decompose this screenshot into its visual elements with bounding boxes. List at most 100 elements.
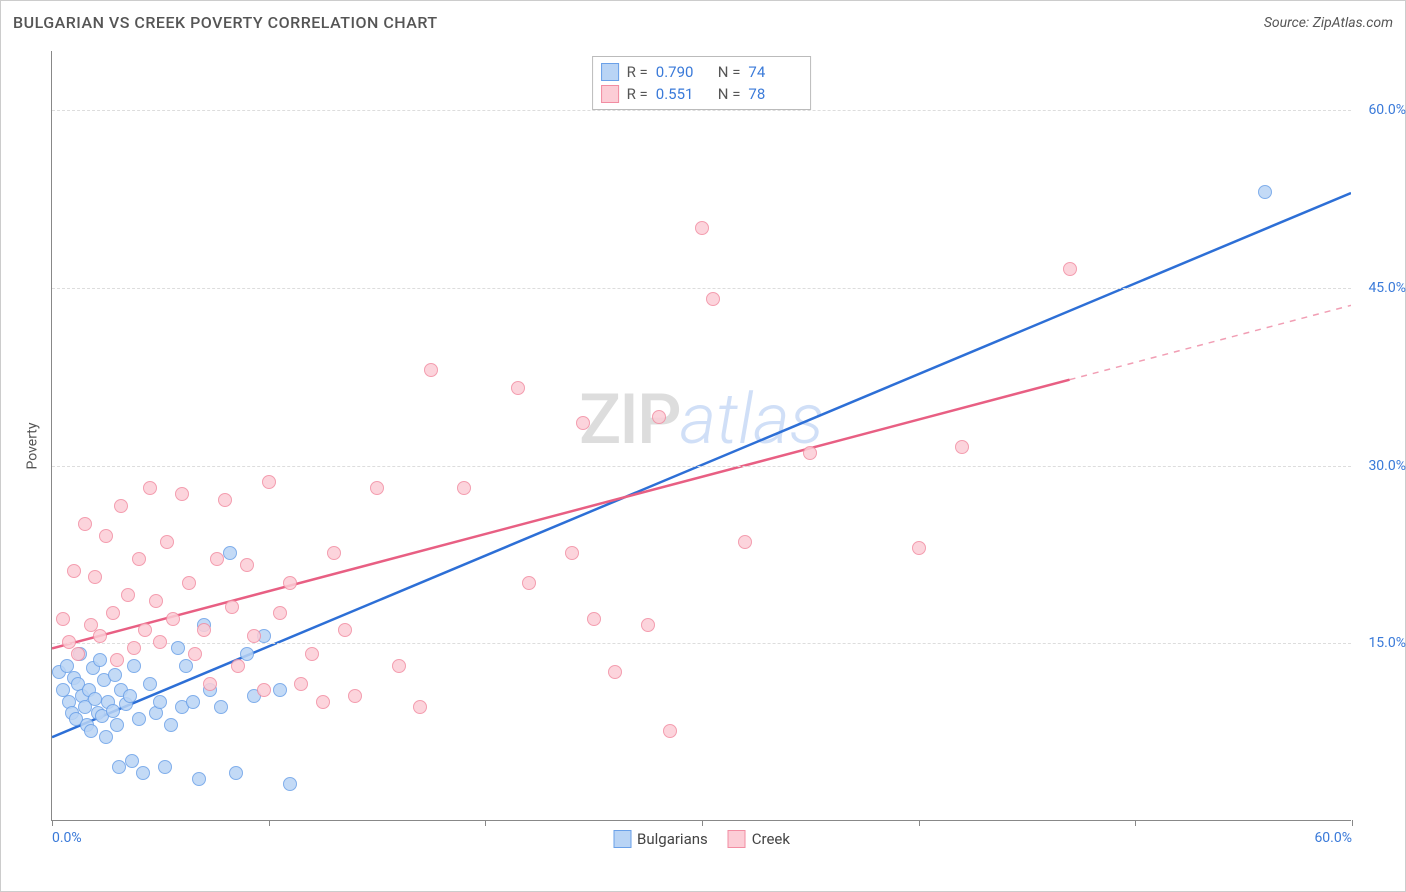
marker-creek	[283, 576, 297, 590]
marker-creek	[188, 647, 202, 661]
marker-creek	[565, 546, 579, 560]
marker-bulgarians	[88, 692, 102, 706]
legend-item-creek: Creek	[728, 830, 790, 848]
marker-creek	[78, 517, 92, 531]
gridline	[52, 110, 1351, 111]
source-label: Source: ZipAtlas.com	[1264, 15, 1393, 31]
marker-creek	[93, 629, 107, 643]
marker-creek	[143, 481, 157, 495]
marker-creek	[294, 677, 308, 691]
marker-bulgarians	[127, 659, 141, 673]
marker-bulgarians	[1258, 185, 1272, 199]
marker-creek	[912, 541, 926, 555]
marker-creek	[413, 700, 427, 714]
marker-creek	[153, 635, 167, 649]
marker-creek	[338, 623, 352, 637]
ytick-label: 60.0%	[1368, 102, 1406, 118]
marker-creek	[225, 600, 239, 614]
marker-bulgarians	[229, 766, 243, 780]
marker-creek	[652, 410, 666, 424]
n-label: N =	[718, 63, 741, 81]
marker-creek	[695, 221, 709, 235]
plot-area: ZIPatlas R = 0.790 N = 74 R = 0.551 N = …	[51, 51, 1351, 821]
marker-creek	[424, 363, 438, 377]
marker-bulgarians	[171, 641, 185, 655]
marker-creek	[273, 606, 287, 620]
marker-bulgarians	[110, 718, 124, 732]
r-label: R =	[627, 63, 648, 81]
marker-creek	[110, 653, 124, 667]
legend-label: Bulgarians	[637, 830, 708, 848]
chart-container: BULGARIAN VS CREEK POVERTY CORRELATION C…	[0, 0, 1406, 892]
chart-title: BULGARIAN VS CREEK POVERTY CORRELATION C…	[13, 13, 438, 32]
marker-creek	[67, 564, 81, 578]
marker-bulgarians	[106, 704, 120, 718]
ytick-label: 45.0%	[1368, 280, 1406, 296]
marker-bulgarians	[136, 766, 150, 780]
marker-bulgarians	[186, 695, 200, 709]
legend-item-bulgarians: Bulgarians	[613, 830, 708, 848]
marker-creek	[132, 552, 146, 566]
gridline	[52, 466, 1351, 467]
marker-creek	[955, 440, 969, 454]
marker-bulgarians	[108, 668, 122, 682]
xtick-label: 60.0%	[1314, 830, 1352, 846]
marker-creek	[663, 724, 677, 738]
marker-bulgarians	[164, 718, 178, 732]
marker-creek	[392, 659, 406, 673]
marker-creek	[511, 381, 525, 395]
marker-creek	[803, 446, 817, 460]
marker-bulgarians	[123, 689, 137, 703]
marker-bulgarians	[283, 777, 297, 791]
n-value: 74	[748, 63, 802, 81]
marker-creek	[240, 558, 254, 572]
marker-creek	[231, 659, 245, 673]
marker-bulgarians	[112, 760, 126, 774]
marker-creek	[316, 695, 330, 709]
marker-creek	[160, 535, 174, 549]
xtick	[269, 820, 270, 826]
r-value: 0.551	[656, 85, 710, 103]
xtick	[702, 820, 703, 826]
marker-creek	[370, 481, 384, 495]
marker-creek	[247, 629, 261, 643]
marker-creek	[166, 612, 180, 626]
trend-lines-svg	[52, 51, 1351, 820]
marker-creek	[106, 606, 120, 620]
marker-creek	[88, 570, 102, 584]
marker-creek	[175, 487, 189, 501]
marker-creek	[641, 618, 655, 632]
marker-bulgarians	[273, 683, 287, 697]
xtick	[919, 820, 920, 826]
marker-bulgarians	[125, 754, 139, 768]
marker-creek	[210, 552, 224, 566]
swatch-creek	[601, 85, 619, 103]
marker-creek	[262, 475, 276, 489]
marker-creek	[522, 576, 536, 590]
swatch-bulgarians	[601, 63, 619, 81]
marker-creek	[327, 546, 341, 560]
xtick	[485, 820, 486, 826]
legend-row-creek: R = 0.551 N = 78	[601, 83, 803, 105]
gridline	[52, 643, 1351, 644]
r-label: R =	[627, 85, 648, 103]
marker-creek	[457, 481, 471, 495]
swatch-creek	[728, 830, 746, 848]
marker-creek	[576, 416, 590, 430]
marker-creek	[99, 529, 113, 543]
xtick	[1135, 820, 1136, 826]
ytick-label: 30.0%	[1368, 458, 1406, 474]
marker-creek	[114, 499, 128, 513]
trendline-creek	[52, 380, 1070, 649]
marker-bulgarians	[240, 647, 254, 661]
marker-bulgarians	[179, 659, 193, 673]
marker-creek	[218, 493, 232, 507]
marker-bulgarians	[223, 546, 237, 560]
n-value: 78	[748, 85, 802, 103]
marker-creek	[197, 623, 211, 637]
marker-creek	[587, 612, 601, 626]
gridline	[52, 288, 1351, 289]
r-value: 0.790	[656, 63, 710, 81]
marker-bulgarians	[93, 653, 107, 667]
xtick-label: 0.0%	[52, 830, 82, 846]
